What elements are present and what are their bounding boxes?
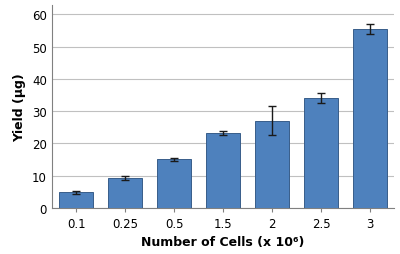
Bar	[255, 121, 289, 208]
Y-axis label: Yield (μg): Yield (μg)	[14, 73, 26, 141]
X-axis label: Number of Cells (x 10⁶): Number of Cells (x 10⁶)	[142, 235, 305, 248]
Bar	[108, 179, 142, 208]
Bar	[206, 133, 240, 208]
Bar	[59, 193, 94, 208]
Bar	[304, 99, 338, 208]
Bar	[157, 160, 191, 208]
Bar	[353, 30, 387, 208]
